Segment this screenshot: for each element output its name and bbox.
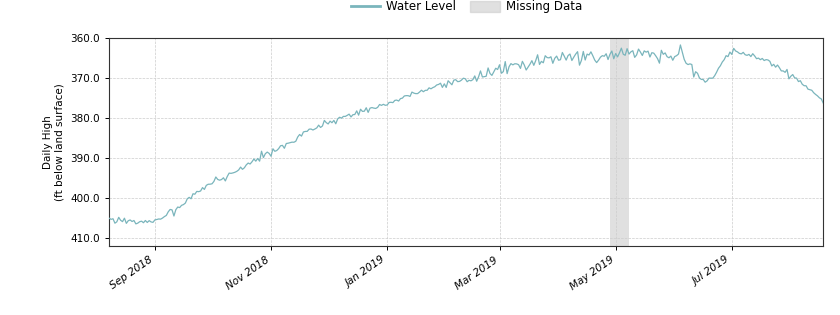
Legend: Water Level, Missing Data: Water Level, Missing Data: [349, 0, 584, 16]
Y-axis label: Daily High
(ft below land surface): Daily High (ft below land surface): [44, 83, 65, 201]
Bar: [610, 38, 629, 246]
